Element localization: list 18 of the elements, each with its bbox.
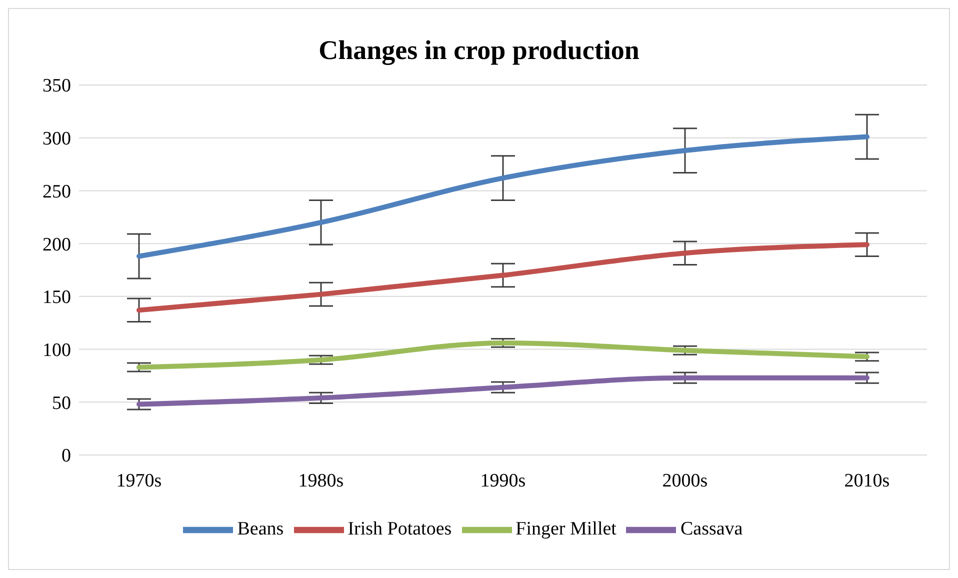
y-tick-label: 100 — [42, 340, 71, 362]
legend-label: Cassava — [680, 518, 743, 540]
y-tick-label: 350 — [42, 76, 71, 97]
y-tick-label: 300 — [42, 128, 71, 150]
y-tick-label: 150 — [42, 287, 71, 308]
x-tick-label: 2000s — [662, 470, 708, 492]
legend-label: Irish Potatoes — [348, 518, 452, 540]
legend-label: Beans — [237, 518, 284, 540]
y-tick-label: 0 — [62, 446, 71, 467]
legend-label: Finger Millet — [516, 518, 616, 540]
x-tick-label: 1970s — [116, 470, 162, 492]
y-tick-label: 200 — [42, 234, 71, 256]
y-tick-label: 50 — [52, 392, 71, 414]
x-tick-label: 1980s — [298, 470, 344, 492]
x-tick-label: 2010s — [844, 470, 890, 492]
chart-title: Changes in crop production — [318, 34, 640, 67]
y-tick-label: 250 — [42, 181, 71, 202]
x-tick-label: 1990s — [480, 470, 526, 492]
